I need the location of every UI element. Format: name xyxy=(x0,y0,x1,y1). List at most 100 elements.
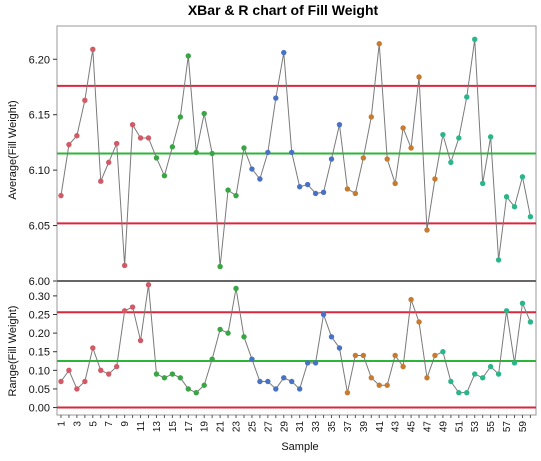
range-data-point xyxy=(193,389,199,396)
xbar-data-point xyxy=(129,121,136,128)
range-data-point xyxy=(273,386,279,392)
range-data-point xyxy=(495,371,502,377)
x-tick-label: 49 xyxy=(438,421,449,433)
xbar-data-point xyxy=(153,155,160,161)
xbar-data-point xyxy=(74,133,80,139)
x-tick-label: 53 xyxy=(470,421,481,433)
range-data-point xyxy=(344,389,351,396)
range-data-point xyxy=(360,352,367,359)
xbar-data-point xyxy=(273,95,279,101)
x-tick-label: 23 xyxy=(232,421,243,433)
x-tick-label: 43 xyxy=(391,421,402,433)
xbar-data-point xyxy=(145,135,152,141)
range-data-point xyxy=(265,378,271,385)
xbar-data-point xyxy=(408,145,414,151)
range-data-point xyxy=(408,296,414,303)
xbar-data-point xyxy=(121,262,128,269)
range-data-point xyxy=(479,375,486,381)
xbar-data-point xyxy=(336,121,343,128)
range-data-point xyxy=(289,378,295,385)
xbar-data-point xyxy=(360,155,367,161)
xbar-data-point xyxy=(113,140,120,147)
x-tick-label: 35 xyxy=(327,421,338,433)
xbar-data-point xyxy=(352,190,359,197)
range-data-point xyxy=(257,378,263,385)
xbar-data-point xyxy=(400,125,406,131)
xbar-data-point xyxy=(511,204,518,210)
range-data-point xyxy=(177,375,184,381)
xbar-data-point xyxy=(193,149,199,156)
xbar-data-point xyxy=(161,172,168,179)
range-data-point xyxy=(448,378,454,385)
x-tick-label: 3 xyxy=(72,421,83,427)
x-tick-label: 15 xyxy=(168,421,179,433)
x-tick-label: 59 xyxy=(518,421,529,433)
chart-title: XBar & R chart of Fill Weight xyxy=(188,2,379,18)
x-axis-label: Sample xyxy=(281,441,318,453)
range-data-point xyxy=(352,352,359,359)
xbar-data-point xyxy=(289,149,295,156)
xbar-data-point xyxy=(328,156,335,162)
xbar-data-point xyxy=(265,149,271,156)
range-data-point xyxy=(400,363,406,370)
xbar-data-point xyxy=(312,190,319,197)
x-tick-label: 7 xyxy=(104,421,115,427)
range-plot-frame xyxy=(56,280,537,416)
x-axis: 1 3 5 7 9 11 13 15 17 19 21 23 25 27 29 31 33 35 37 39 41 43 4… xyxy=(56,415,531,433)
range-data-point xyxy=(74,386,80,392)
range-data-point xyxy=(281,375,287,381)
x-tick-label: 25 xyxy=(247,421,258,433)
x-tick-label: 47 xyxy=(422,421,433,433)
x-tick-label: 41 xyxy=(375,421,386,433)
range-data-point xyxy=(376,382,382,388)
xbar-data-point xyxy=(177,114,184,120)
range-data-point xyxy=(304,360,311,366)
xbar-data-point xyxy=(225,187,231,193)
range-panel: 0.00 0.05 0.10 0.15 0.20 0.25 0.30 xyxy=(29,280,537,416)
xbar-data-point xyxy=(249,166,255,172)
xbar-data-point xyxy=(448,159,454,166)
xbar-data-point xyxy=(281,49,287,56)
range-data-point xyxy=(511,360,518,366)
xbar-y-tick-label: 6.00 xyxy=(29,276,50,288)
x-tick-label: 9 xyxy=(120,421,131,427)
xbar-y-tick-label: 6.15 xyxy=(29,110,50,122)
range-data-point xyxy=(336,345,343,351)
range-data-point xyxy=(121,308,128,314)
xbar-data-point xyxy=(527,213,534,220)
xbar-data-point xyxy=(424,227,430,233)
range-data-point xyxy=(432,352,438,359)
xbar-data-point xyxy=(137,135,144,141)
xbar-data-point xyxy=(416,74,422,80)
x-tick-label: 45 xyxy=(407,421,418,433)
x-tick-label: 55 xyxy=(486,421,497,433)
xbar-data-point xyxy=(217,263,223,270)
range-data-point xyxy=(98,367,104,374)
xbar-data-point xyxy=(432,176,438,182)
range-data-point xyxy=(153,371,160,377)
xbar-y-tick-label: 6.05 xyxy=(29,221,50,233)
range-y-tick-label: 0.30 xyxy=(29,291,50,303)
xbar-data-point xyxy=(169,144,176,150)
range-data-point xyxy=(384,382,390,388)
range-data-point xyxy=(464,389,470,396)
xbar-panel: 6.00 6.05 6.10 6.15 6.20 xyxy=(29,25,537,288)
range-data-point xyxy=(145,282,152,288)
range-data-point xyxy=(320,311,327,318)
xbar-y-tick-label: 6.20 xyxy=(29,54,50,66)
range-data-point xyxy=(82,378,88,385)
xbar-data-point xyxy=(58,192,64,199)
range-data-point xyxy=(312,360,319,366)
x-tick-label: 57 xyxy=(502,421,513,433)
x-tick-label: 27 xyxy=(263,421,274,433)
xbar-data-point xyxy=(479,180,486,187)
range-data-point xyxy=(169,371,176,377)
range-data-point xyxy=(58,378,64,385)
xbar-data-point xyxy=(344,186,351,192)
xbar-data-point xyxy=(257,176,263,182)
range-data-point xyxy=(185,386,191,392)
xbar-data-point xyxy=(304,181,311,188)
range-data-point xyxy=(137,337,144,344)
range-data-point xyxy=(392,352,398,359)
xbar-data-point xyxy=(472,36,478,43)
